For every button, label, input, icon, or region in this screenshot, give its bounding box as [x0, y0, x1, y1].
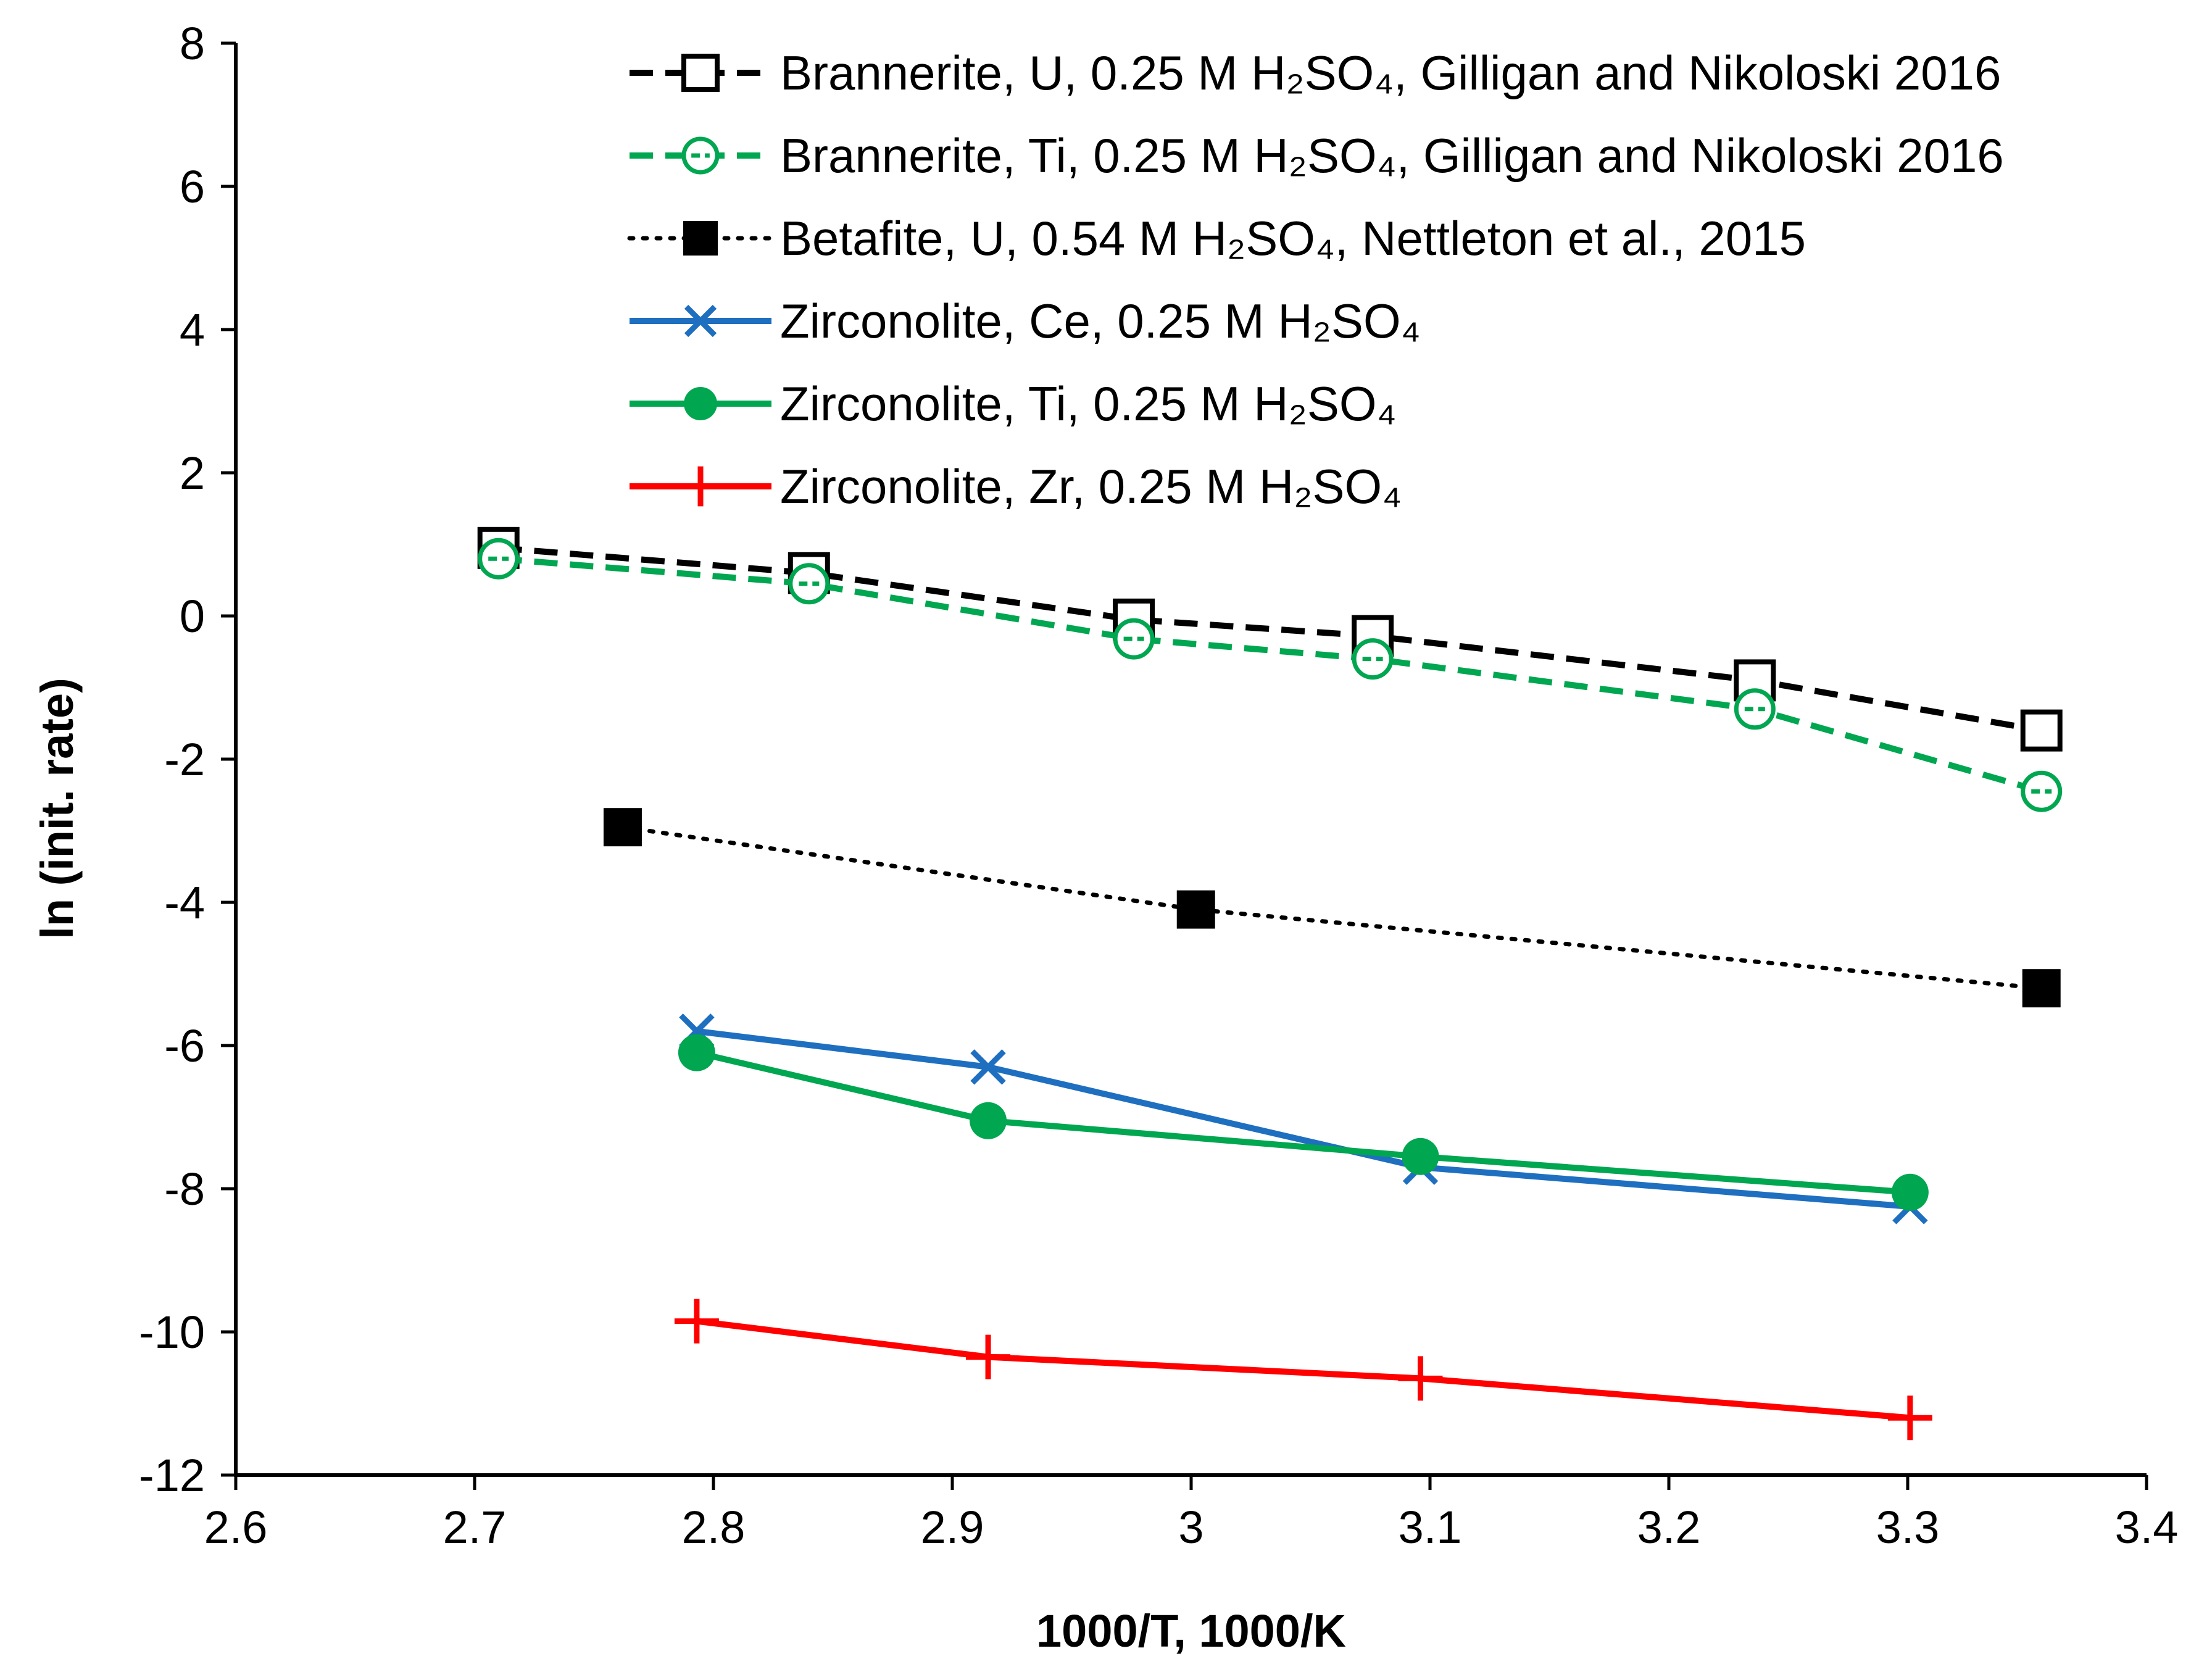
legend: Brannerite, U, 0.25 M H₂SO₄, Gilligan an… [627, 46, 2004, 514]
y-tick-label: 0 [180, 591, 205, 642]
series-line [498, 555, 2043, 795]
y-tick-label: 4 [180, 304, 205, 356]
y-tick-label: -8 [164, 1163, 205, 1215]
y-ticks: 8 6 4 2 0 -2 -4 -6 -8 -10 -12 [139, 18, 236, 1501]
marker-ring [478, 538, 520, 580]
y-tick-label: -4 [164, 877, 205, 928]
axes: 8 6 4 2 0 -2 -4 -6 -8 -10 -12 2.6 2.7 2.8 2.9 3 3.1 3.2 3… [139, 18, 2178, 1553]
legend-label: Betafite, U, 0.54 M H₂SO₄, Nettleton et … [780, 211, 1806, 265]
marker-plus [1887, 1395, 1932, 1441]
x-tick-label: 3.3 [1876, 1502, 1940, 1553]
marker-filled-square [683, 221, 718, 256]
x-ticks: 2.6 2.7 2.8 2.9 3 3.1 3.2 3.3 3.4 [204, 1475, 2179, 1553]
x-tick-label: 3.4 [2115, 1502, 2179, 1553]
legend-label: Zirconolite, Ti, 0.25 M H₂SO₄ [780, 376, 1396, 431]
marker-x [684, 304, 717, 338]
legend-label: Zirconolite, Zr, 0.25 M H₂SO₄ [780, 459, 1402, 514]
series-5 [678, 1034, 1929, 1211]
marker-filled-circle [1891, 1173, 1929, 1211]
marker-open-circle [788, 563, 830, 605]
x-tick-label: 2.7 [443, 1502, 507, 1553]
marker-filled-circle [970, 1102, 1007, 1139]
marker-open-circle [1113, 618, 1155, 660]
legend-label: Zirconolite, Ce, 0.25 M H₂SO₄ [780, 294, 1420, 348]
series-6 [674, 1299, 1932, 1441]
marker-plus [680, 466, 721, 507]
x-tick-label: 3 [1178, 1502, 1203, 1553]
y-tick-label: 2 [180, 447, 205, 499]
marker-ring [1734, 688, 1776, 730]
marker-ring [2021, 770, 2063, 812]
legend-label: Brannerite, Ti, 0.25 M H₂SO₄, Gilligan a… [780, 128, 2004, 183]
y-tick-label: -12 [139, 1450, 205, 1501]
legend-item: Brannerite, U, 0.25 M H₂SO₄, Gilligan an… [630, 46, 2001, 100]
x-tick-label: 2.8 [682, 1502, 746, 1553]
y-tick-label: 8 [180, 18, 205, 69]
marker-stroke [970, 1049, 1006, 1085]
legend-item: Brannerite, Ti, 0.25 M H₂SO₄, Gilligan a… [630, 128, 2004, 183]
y-axis-title: ln (init. rate) [31, 678, 83, 939]
legend-label: Brannerite, U, 0.25 M H₂SO₄, Gilligan an… [780, 46, 2001, 100]
series-line [696, 1028, 1911, 1210]
marker-stroke [684, 304, 717, 338]
marker-ring [681, 136, 720, 175]
series-line [696, 1049, 1911, 1196]
marker-ring [788, 563, 830, 605]
marker-filled-square [603, 808, 642, 847]
legend-item: Zirconolite, Ce, 0.25 M H₂SO₄ [630, 294, 1420, 348]
series-3 [603, 808, 2061, 1008]
series-line [696, 1318, 1911, 1421]
marker-ring [1113, 618, 1155, 660]
marker-open-circle [478, 538, 520, 580]
series-1 [477, 526, 2063, 752]
series-line [498, 544, 2042, 734]
marker-plus [1398, 1356, 1443, 1401]
marker-open-circle [681, 136, 720, 175]
series-4 [679, 1013, 1928, 1225]
marker-open-square [681, 54, 720, 92]
marker-filled-circle [1402, 1137, 1439, 1175]
series-2 [478, 538, 2063, 812]
x-axis-title: 1000/T, 1000/K [1036, 1605, 1346, 1657]
y-tick-label: 6 [180, 161, 205, 212]
marker-filled-circle [678, 1034, 715, 1071]
marker-x [970, 1049, 1006, 1085]
x-tick-label: 2.9 [921, 1502, 984, 1553]
marker-filled-circle [684, 387, 717, 420]
series-layer [477, 526, 2063, 1441]
y-tick-label: -2 [164, 734, 205, 785]
marker-plus [966, 1334, 1011, 1379]
marker-plus [674, 1299, 719, 1344]
marker-filled-square [2022, 969, 2061, 1008]
marker-open-circle [1734, 688, 1776, 730]
x-tick-label: 2.6 [204, 1502, 268, 1553]
x-tick-label: 3.2 [1637, 1502, 1701, 1553]
marker-open-circle [2021, 770, 2063, 812]
legend-item: Zirconolite, Zr, 0.25 M H₂SO₄ [630, 459, 1402, 514]
marker-open-circle [1352, 638, 1394, 680]
legend-item: Zirconolite, Ti, 0.25 M H₂SO₄ [630, 376, 1396, 431]
marker-open-square [2020, 709, 2063, 752]
marker-filled-square [1176, 890, 1215, 929]
series-line [620, 825, 2044, 991]
legend-item: Betafite, U, 0.54 M H₂SO₄, Nettleton et … [627, 211, 1806, 265]
y-tick-label: -6 [164, 1020, 205, 1071]
y-tick-label: -10 [139, 1307, 205, 1358]
marker-ring [1352, 638, 1394, 680]
x-tick-label: 3.1 [1399, 1502, 1462, 1553]
